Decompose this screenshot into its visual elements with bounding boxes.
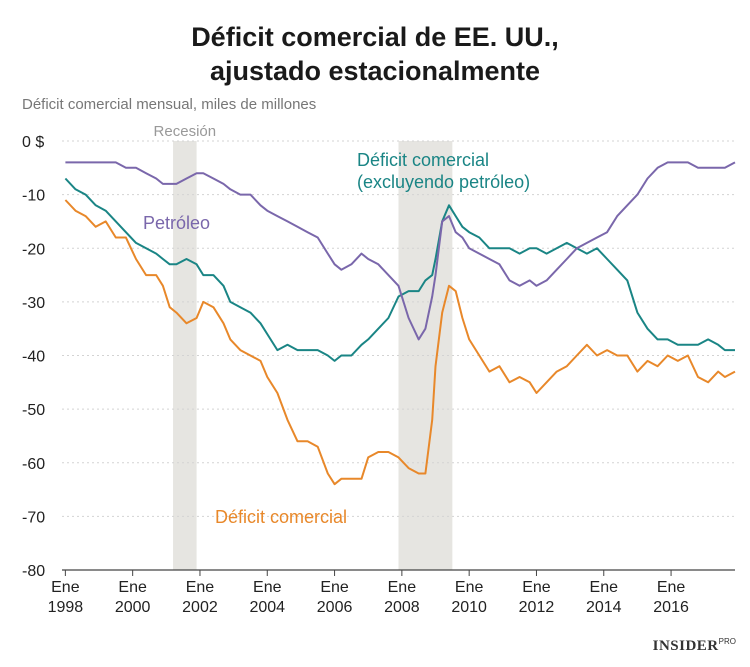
- x-tick-label: Ene: [590, 579, 619, 596]
- y-tick-label: -70: [22, 509, 45, 526]
- x-tick-label: Ene: [253, 579, 282, 596]
- x-tick-label: Ene: [388, 579, 417, 596]
- annotation-2-line-1: Déficit comercial: [357, 150, 489, 170]
- y-tick-label: -10: [22, 188, 45, 205]
- annotation-3-line-1: Déficit comercial: [215, 507, 347, 527]
- y-tick-label: -20: [22, 241, 45, 258]
- x-tick-year: 2004: [249, 599, 285, 616]
- x-tick-label: Ene: [455, 579, 484, 596]
- annotation-1-line-1: Petróleo: [143, 213, 210, 233]
- series-line-3: [65, 161, 736, 341]
- y-tick-label: -50: [22, 402, 45, 419]
- grid-lines: [62, 140, 735, 571]
- x-tick-year: 2000: [115, 599, 151, 616]
- x-tick-label: Ene: [186, 579, 215, 596]
- y-axis-title: Déficit comercial mensual, miles de mill…: [22, 96, 316, 113]
- x-tick-label: Ene: [320, 579, 349, 596]
- x-tick-label: Ene: [522, 579, 551, 596]
- y-tick-label: -60: [22, 456, 45, 473]
- x-tick-year: 2016: [653, 599, 689, 616]
- x-tick-label: Ene: [657, 579, 686, 596]
- y-tick-label: -40: [22, 349, 45, 366]
- series-line-1: [64, 199, 736, 486]
- x-tick-year: 2002: [182, 599, 218, 616]
- recession-band-2: [398, 141, 453, 570]
- y-tick-label: -30: [22, 295, 45, 312]
- chart-title-line-1: Déficit comercial de EE. UU.,: [191, 22, 559, 52]
- x-tick-label: Ene: [51, 579, 80, 596]
- x-axis-ticks: Ene 1998 Ene 2000 Ene 2002 Ene 2004 Ene 2006 Ene 20…: [48, 570, 689, 616]
- x-tick-year: 2010: [451, 599, 487, 616]
- x-tick-year: 2014: [586, 599, 622, 616]
- x-tick-year: 1998: [48, 599, 84, 616]
- insider-pro-logo: INSIDERPRO: [652, 637, 736, 654]
- y-tick-label: -80: [22, 563, 45, 580]
- series-line-2: [64, 177, 735, 362]
- y-tick-label: 0 $: [22, 134, 44, 151]
- series-lines: [64, 161, 736, 486]
- chart-title-line-2: ajustado estacionalmente: [209, 56, 541, 86]
- x-tick-year: 2006: [317, 599, 353, 616]
- recession-label: Recesión: [154, 123, 217, 140]
- x-tick-label: Ene: [118, 579, 147, 596]
- x-tick-year: 2008: [384, 599, 420, 616]
- x-tick-year: 2012: [519, 599, 555, 616]
- y-axis-ticks: 0 $ -10 -20 -30 -40 -50 -60 -70 -80: [22, 134, 45, 580]
- annotation-2-line-2: (excluyendo petróleo): [357, 172, 530, 192]
